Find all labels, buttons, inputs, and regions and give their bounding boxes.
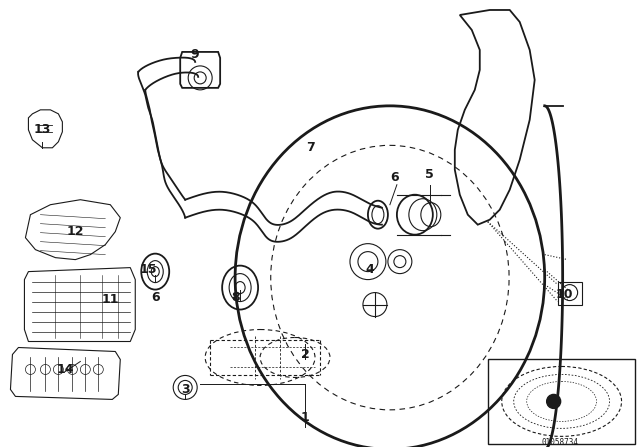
Text: 7: 7 xyxy=(306,141,314,154)
Text: 11: 11 xyxy=(102,293,119,306)
Text: 13: 13 xyxy=(34,123,51,136)
Text: 2: 2 xyxy=(301,348,309,361)
Circle shape xyxy=(547,394,561,409)
Text: 4: 4 xyxy=(365,263,374,276)
Text: 1: 1 xyxy=(301,411,309,424)
Text: 6: 6 xyxy=(390,171,399,184)
Text: 12: 12 xyxy=(67,225,84,238)
Text: 5: 5 xyxy=(426,168,434,181)
Text: 14: 14 xyxy=(56,363,74,376)
Text: 6: 6 xyxy=(151,291,159,304)
Text: 10: 10 xyxy=(556,288,573,301)
Text: 3: 3 xyxy=(181,383,189,396)
Text: 9: 9 xyxy=(191,48,200,61)
Text: 15: 15 xyxy=(140,263,157,276)
Text: 8: 8 xyxy=(231,291,239,304)
Text: 01058734: 01058734 xyxy=(541,438,578,447)
